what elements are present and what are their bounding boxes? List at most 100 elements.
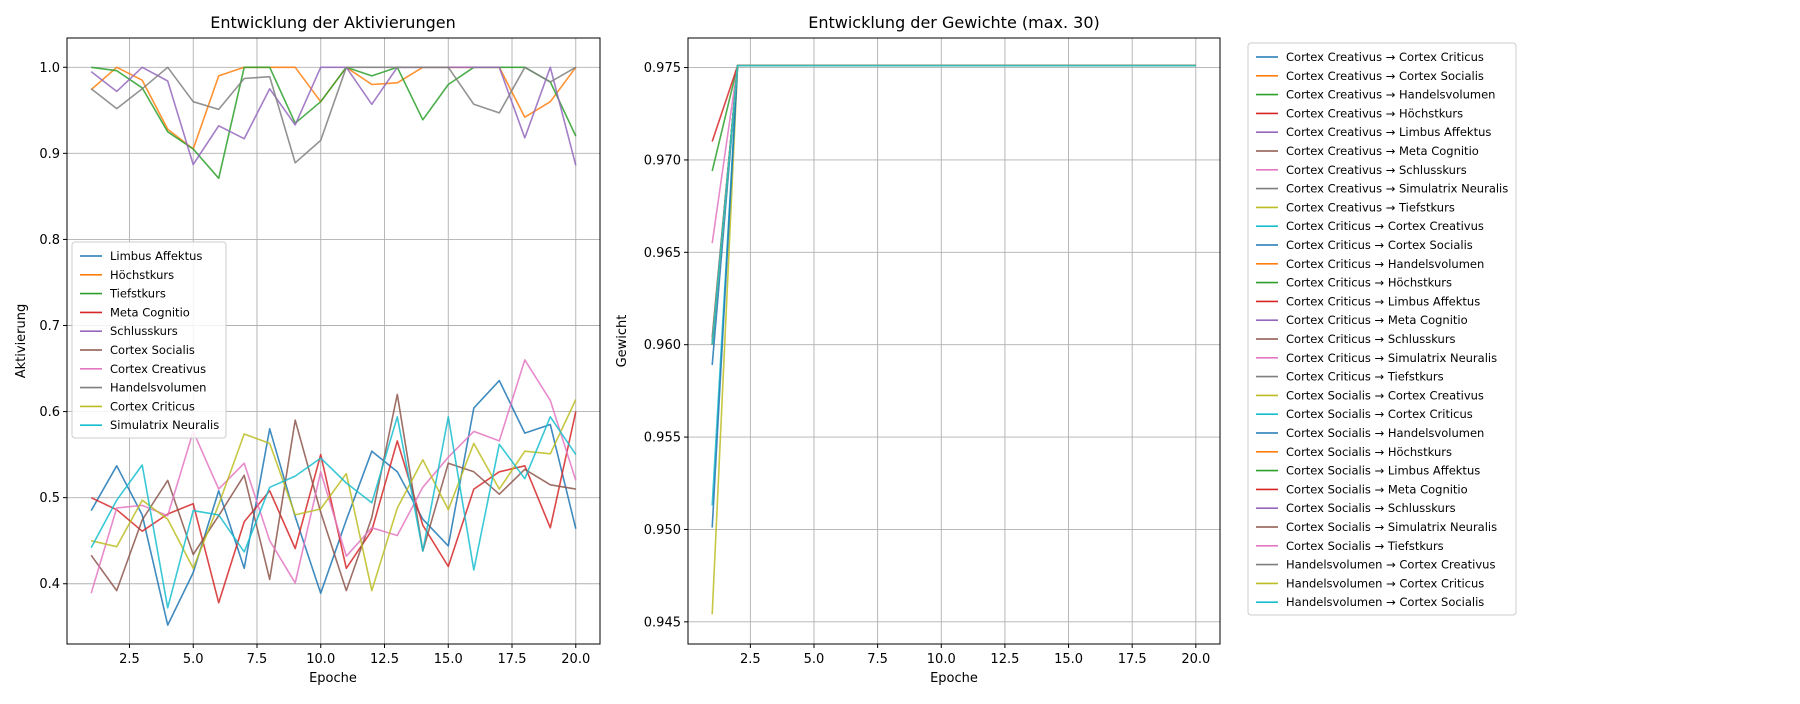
weight-legend-label: Cortex Criticus → Limbus Affektus: [1286, 294, 1480, 308]
activation-series-line: [90, 66, 577, 164]
activation-x-axis-label: Epoche: [309, 671, 357, 686]
weight-series-line: [711, 64, 1196, 172]
weight-x-axis-label: Epoche: [930, 671, 978, 686]
weight-legend-label: Cortex Creativus → Höchstkurs: [1286, 106, 1463, 120]
activation-x-tick-label: 12.5: [370, 652, 399, 667]
weight-legend-label: Cortex Creativus → Schlusskurs: [1286, 163, 1467, 177]
weight-legend-label: Cortex Criticus → Tiefstkurs: [1286, 370, 1444, 384]
weight-series-line: [711, 64, 1196, 345]
weight-legend-label: Cortex Criticus → Meta Cognitio: [1286, 313, 1468, 327]
activation-x-tick-label: 2.5: [119, 652, 140, 667]
weight-y-tick-label: 0.960: [644, 338, 681, 353]
weight-y-tick-label: 0.970: [644, 153, 681, 168]
weight-x-tick-label: 17.5: [1118, 652, 1147, 667]
weight-legend-label: Cortex Criticus → Höchstkurs: [1286, 276, 1452, 290]
weight-series-line: [711, 64, 1196, 345]
weight-legend-label: Cortex Creativus → Cortex Criticus: [1286, 50, 1484, 64]
activation-y-tick-label: 0.9: [39, 147, 60, 162]
weight-x-tick-label: 20.0: [1181, 652, 1210, 667]
weight-series-line: [711, 64, 1196, 345]
weight-series-line: [711, 64, 1196, 345]
weight-legend-label: Cortex Socialis → Simulatrix Neuralis: [1286, 520, 1497, 534]
activation-legend-label: Cortex Creativus: [110, 362, 206, 376]
weight-legend-label: Cortex Criticus → Simulatrix Neuralis: [1286, 351, 1497, 365]
activation-legend: [71, 241, 227, 439]
weight-legend-label: Cortex Criticus → Schlusskurs: [1286, 332, 1456, 346]
weight-y-tick-label: 0.965: [644, 246, 681, 261]
weight-series-line: [711, 64, 1196, 345]
weight-y-tick-label: 0.955: [644, 431, 681, 446]
weight-legend-label: Cortex Creativus → Tiefstkurs: [1286, 200, 1455, 214]
weight-y-tick-label: 0.950: [644, 523, 681, 538]
weight-legend-label: Handelsvolumen → Cortex Socialis: [1286, 595, 1484, 609]
weight-legend-label: Cortex Creativus → Cortex Socialis: [1286, 69, 1484, 83]
weight-series-line: [711, 64, 1196, 345]
weight-series-line: [711, 64, 1196, 345]
activation-x-tick-label: 7.5: [247, 652, 268, 667]
activation-y-axis-label: Aktivierung: [14, 304, 29, 379]
weight-legend-label: Cortex Criticus → Cortex Creativus: [1286, 219, 1484, 233]
weight-legend-label: Cortex Creativus → Handelsvolumen: [1286, 88, 1495, 102]
weight-legend-label: Cortex Socialis → Höchstkurs: [1286, 445, 1452, 459]
activation-y-tick-label: 0.4: [39, 577, 60, 592]
weight-series-line: [711, 64, 1196, 528]
weight-x-tick-label: 7.5: [867, 652, 888, 667]
weight-legend-label: Cortex Socialis → Handelsvolumen: [1286, 426, 1484, 440]
activation-y-tick-label: 0.5: [39, 491, 60, 506]
activation-series-line: [90, 393, 576, 592]
weight-series-line: [711, 64, 1196, 142]
weight-chart-title: Entwicklung der Gewichte (max. 30): [808, 13, 1100, 32]
weight-legend-label: Cortex Socialis → Meta Cognitio: [1286, 482, 1468, 496]
weight-series-line: [711, 64, 1196, 345]
activation-series-line: [90, 379, 577, 626]
weight-series-line: [711, 64, 1196, 615]
activation-y-tick-label: 1.0: [39, 61, 60, 76]
weight-legend-label: Cortex Socialis → Cortex Creativus: [1286, 388, 1484, 402]
activation-legend-label: Cortex Socialis: [110, 343, 195, 357]
weight-legend-label: Cortex Socialis → Cortex Criticus: [1286, 407, 1473, 421]
weight-y-tick-label: 0.945: [644, 615, 681, 630]
activation-series-line: [90, 66, 577, 166]
activation-y-tick-label: 0.7: [39, 319, 60, 334]
activation-series-line: [90, 359, 577, 594]
weight-series-line: [711, 64, 1196, 345]
weight-series-line: [711, 64, 1196, 345]
activation-chart-title: Entwicklung der Aktivierungen: [210, 13, 455, 32]
activation-x-tick-label: 20.0: [561, 652, 590, 667]
weight-legend-label: Cortex Creativus → Meta Cognitio: [1286, 144, 1479, 158]
weight-series-line: [711, 64, 1196, 345]
activation-legend-label: Meta Cognitio: [110, 305, 190, 319]
weight-x-tick-label: 5.0: [804, 652, 825, 667]
activation-legend-label: Simulatrix Neuralis: [110, 418, 219, 432]
weight-series-line: [711, 64, 1196, 345]
activation-legend-label: Limbus Affektus: [110, 249, 202, 263]
weight-legend-label: Cortex Criticus → Cortex Socialis: [1286, 238, 1473, 252]
activation-y-tick-label: 0.6: [39, 405, 60, 420]
weight-legend-label: Cortex Creativus → Simulatrix Neuralis: [1286, 182, 1508, 196]
weight-series-line: [711, 64, 1196, 366]
weight-series-line: [711, 64, 1196, 345]
weight-legend-label: Cortex Socialis → Tiefstkurs: [1286, 539, 1444, 553]
weight-x-tick-label: 12.5: [990, 652, 1019, 667]
weight-legend-label: Handelsvolumen → Cortex Criticus: [1286, 576, 1484, 590]
weight-legend-label: Cortex Criticus → Handelsvolumen: [1286, 257, 1484, 271]
activation-x-tick-label: 5.0: [183, 652, 204, 667]
weight-series-line: [711, 64, 1196, 345]
weight-series-line: [711, 64, 1196, 345]
activation-series-line: [90, 415, 577, 609]
weight-series-line: [711, 64, 1196, 345]
weight-series-line: [711, 64, 1196, 244]
weight-legend-label: Handelsvolumen → Cortex Creativus: [1286, 558, 1495, 572]
activation-x-tick-label: 10.0: [306, 652, 335, 667]
weight-legend: [1247, 42, 1517, 616]
weight-series-line: [711, 64, 1196, 345]
weight-legend-label: Cortex Creativus → Limbus Affektus: [1286, 125, 1491, 139]
weight-series-line: [711, 64, 1196, 343]
weight-series-line: [711, 64, 1196, 345]
weight-x-tick-label: 15.0: [1054, 652, 1083, 667]
weight-chart: Entwicklung der Gewichte (max. 30) Epoch…: [615, 13, 1517, 686]
weight-series-line: [711, 64, 1196, 345]
activation-legend-label: Schlusskurs: [110, 324, 178, 338]
